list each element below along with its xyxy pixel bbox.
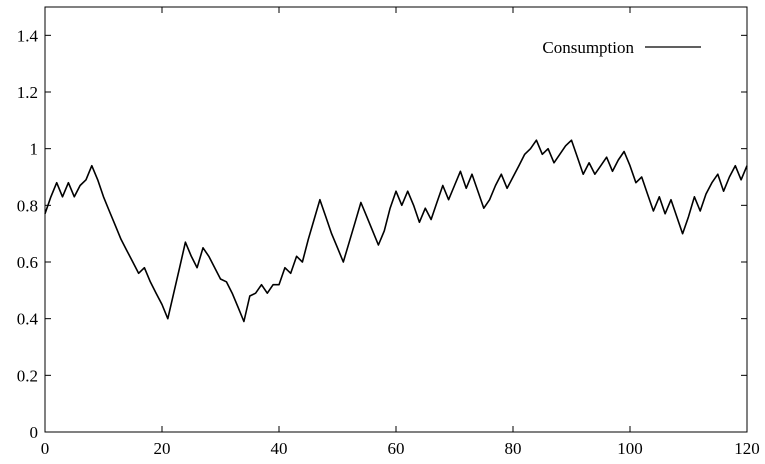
y-tick-label: 1 (30, 140, 39, 159)
x-tick-label: 0 (41, 439, 50, 458)
y-tick-label: 0.6 (17, 253, 38, 272)
legend-label: Consumption (542, 38, 634, 57)
x-tick-label: 60 (388, 439, 405, 458)
plot-frame (44, 6, 748, 433)
legend: Consumption (542, 38, 701, 57)
x-tick-label: 40 (271, 439, 288, 458)
x-tick-label: 120 (734, 439, 760, 458)
y-tick-label: 0.8 (17, 196, 38, 215)
x-tick-labels: 0 20 40 60 80 100 120 (41, 439, 760, 458)
x-tick-label: 20 (154, 439, 171, 458)
y-tick-labels: 0 0.2 0.4 0.6 0.8 1 1.2 1.4 (17, 26, 39, 442)
y-tick-label: 1.2 (17, 83, 38, 102)
series-line-consumption (44, 139, 748, 323)
y-tick-label: 0.4 (17, 310, 39, 329)
series-lines (44, 139, 748, 323)
y-tick-label: 0 (30, 423, 39, 442)
y-tick-label: 0.2 (17, 366, 38, 385)
x-tick-label: 80 (505, 439, 522, 458)
tick-marks (44, 7, 748, 433)
x-tick-label: 100 (617, 439, 643, 458)
y-tick-label: 1.4 (17, 26, 39, 45)
axes (44, 6, 748, 433)
